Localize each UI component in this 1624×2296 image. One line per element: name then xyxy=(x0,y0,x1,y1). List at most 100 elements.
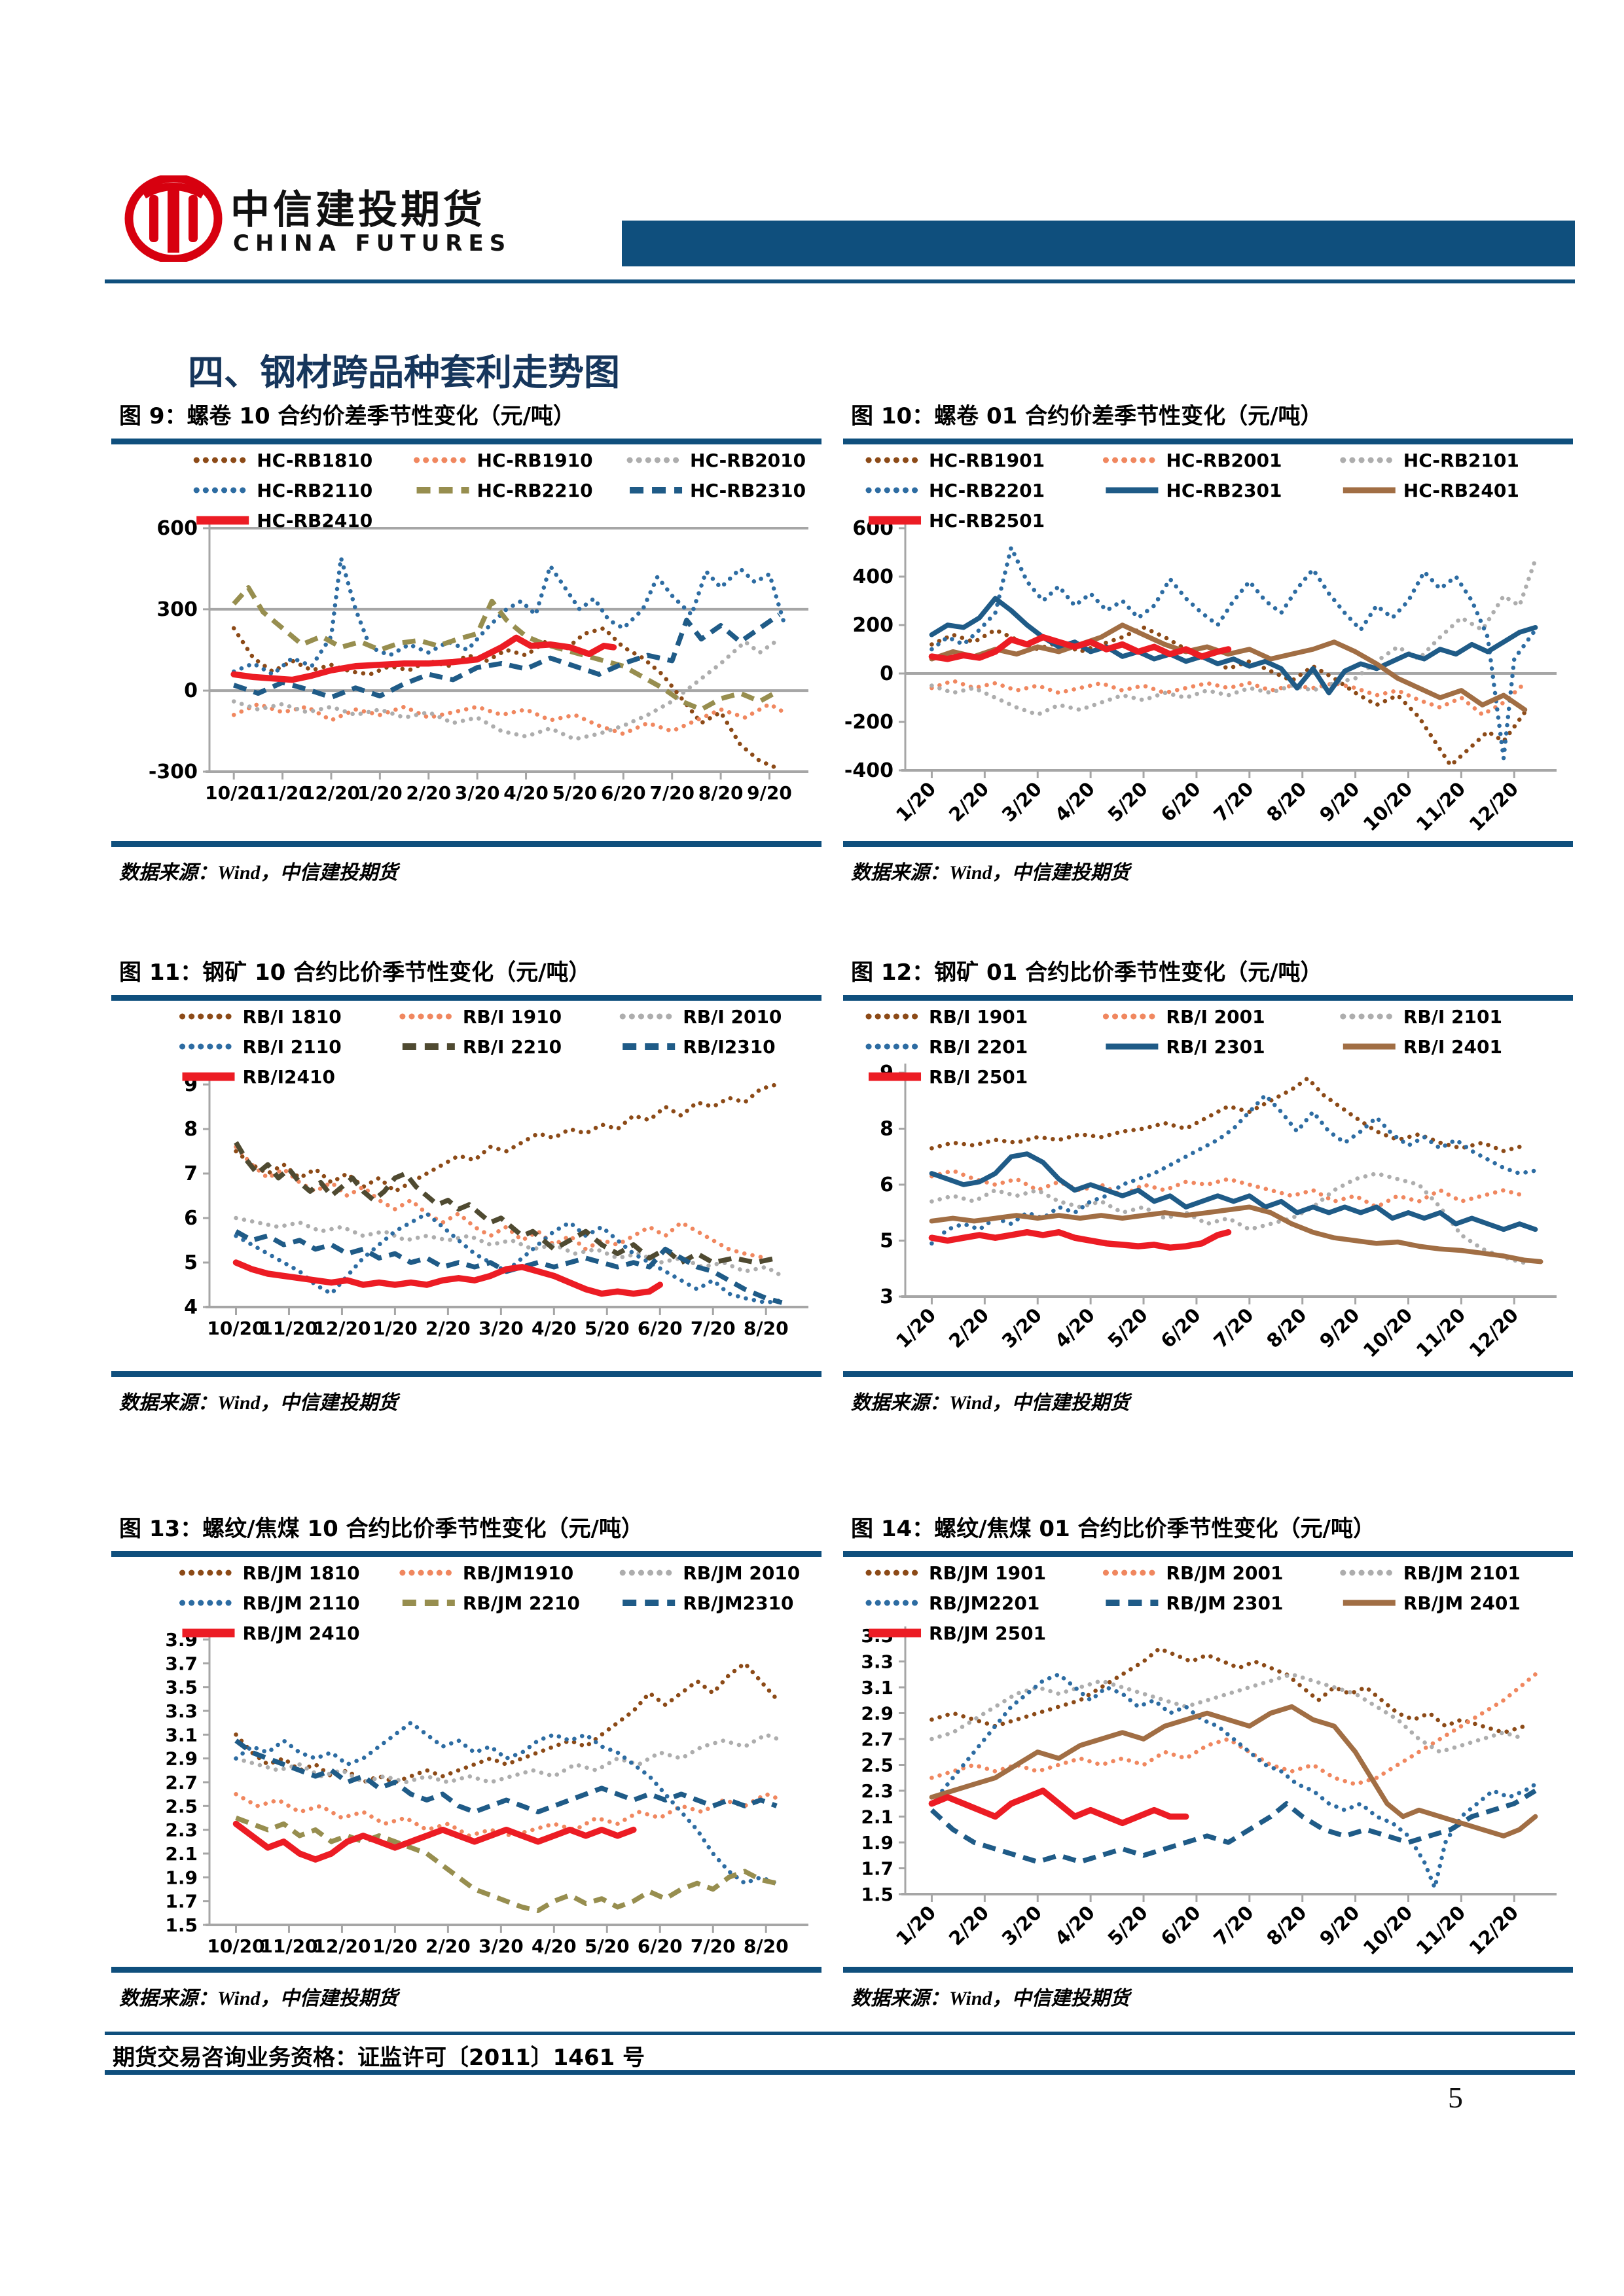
title-rule xyxy=(111,439,821,444)
figure-14-plot: 3.53.33.12.92.72.52.32.11.91.71.51/202/2… xyxy=(843,1557,1573,1962)
svg-text:1/20: 1/20 xyxy=(892,1901,940,1950)
source-rule xyxy=(843,1371,1573,1377)
svg-text:10/20: 10/20 xyxy=(1359,1304,1417,1362)
svg-text:2.1: 2.1 xyxy=(165,1843,198,1865)
svg-text:3: 3 xyxy=(880,1285,893,1308)
figure-11-plot: 9 8 7 6 5 4 10/20 11/20 12/20 1/20 2/20 3/20 4/20 5/2… xyxy=(111,1001,821,1344)
svg-text:RB/I 2210: RB/I 2210 xyxy=(463,1036,562,1058)
figure-10-block: 图 10：螺卷 01 合约价差季节性变化（元/吨） 600 400 200 0 -200… xyxy=(843,401,1573,885)
logo-company-name: 中信建投期货 xyxy=(230,187,486,233)
figure-source: 数据来源：Wind，中信建投期货 xyxy=(119,862,398,884)
svg-text:200: 200 xyxy=(852,614,893,637)
svg-text:RB/I 2101: RB/I 2101 xyxy=(1403,1006,1502,1028)
svg-text:HC-RB2201: HC-RB2201 xyxy=(929,480,1045,501)
svg-text:5/20: 5/20 xyxy=(1104,1901,1152,1950)
series-RB/JM 2210 xyxy=(235,1815,778,1913)
svg-text:1/20: 1/20 xyxy=(892,1304,940,1352)
svg-text:11/20: 11/20 xyxy=(260,1318,317,1339)
svg-text:3.5: 3.5 xyxy=(165,1677,198,1698)
figure-12-block: 图 12：钢矿 01 合约比价季节性变化（元/吨） 986531/202/203… xyxy=(843,957,1573,1415)
figure-source: 数据来源：Wind，中信建投期货 xyxy=(851,862,1130,884)
y-axis: 3.93.73.53.33.12.92.72.52.32.11.91.71.5 xyxy=(165,1629,209,1936)
series-HC-RB2210 xyxy=(232,585,781,712)
svg-text:8/20: 8/20 xyxy=(1262,1304,1310,1352)
svg-text:8/20: 8/20 xyxy=(698,782,744,804)
footer-divider-bottom xyxy=(105,2070,1575,2075)
svg-text:11/20: 11/20 xyxy=(254,782,312,804)
series-RB/JM 2001 xyxy=(929,1672,1538,1787)
svg-text:600: 600 xyxy=(156,517,198,540)
svg-text:3/20: 3/20 xyxy=(998,1304,1046,1352)
series-RB/I 2401 xyxy=(929,1204,1543,1265)
svg-text:HC-RB1901: HC-RB1901 xyxy=(929,450,1045,471)
svg-text:3/20: 3/20 xyxy=(998,1901,1046,1950)
series-RB/JM1910 xyxy=(234,1791,784,1839)
svg-text:HC-RB2010: HC-RB2010 xyxy=(690,450,806,471)
svg-text:5/20: 5/20 xyxy=(1104,1304,1152,1352)
svg-text:RB/JM 2110: RB/JM 2110 xyxy=(243,1592,360,1614)
svg-text:1/20: 1/20 xyxy=(372,1318,418,1339)
svg-text:3/20: 3/20 xyxy=(478,1935,524,1957)
title-rule xyxy=(843,439,1573,444)
series-RB/I 1910 xyxy=(234,1144,768,1261)
x-axis: 1/20 2/20 3/20 4/20 5/20 6/20 7/20 8/20 9/2010/2… xyxy=(892,1297,1523,1362)
svg-text:RB/JM1910: RB/JM1910 xyxy=(463,1562,573,1584)
figure-title: 图 10：螺卷 01 合约价差季节性变化（元/吨） xyxy=(851,403,1323,429)
header-divider xyxy=(105,279,1575,283)
svg-text:9/20: 9/20 xyxy=(1315,1304,1363,1352)
svg-text:6/20: 6/20 xyxy=(601,782,646,804)
svg-text:RB/I 2201: RB/I 2201 xyxy=(929,1036,1028,1058)
figure-title: 图 11：钢矿 10 合约比价季节性变化（元/吨） xyxy=(119,960,591,986)
series-HC-RB2201 xyxy=(929,545,1538,761)
svg-text:12/20: 12/20 xyxy=(313,1935,370,1957)
chart-canvas: 3.93.73.53.33.12.92.72.52.32.11.91.71.51… xyxy=(165,1562,808,1957)
axes xyxy=(901,1064,1557,1298)
svg-text:8/20: 8/20 xyxy=(744,1935,789,1957)
svg-text:HC-RB2001: HC-RB2001 xyxy=(1166,450,1282,471)
legend: HC-RB1901 HC-RB2001 HC-RB2101 HC-RB2201 HC-R… xyxy=(865,450,1519,531)
source-rule xyxy=(843,1967,1573,1973)
svg-text:RB/JM 2210: RB/JM 2210 xyxy=(463,1592,580,1614)
svg-text:1.7: 1.7 xyxy=(861,1858,893,1880)
figure-11-block: 图 11：钢矿 10 合约比价季节性变化（元/吨） 9 8 7 6 5 4 10/20 11/… xyxy=(111,957,821,1415)
series-RB/JM 2010 xyxy=(234,1732,784,1785)
svg-text:1/20: 1/20 xyxy=(892,778,940,826)
svg-text:2.5: 2.5 xyxy=(861,1755,893,1776)
source-rule xyxy=(843,841,1573,847)
svg-text:RB/JM 1901: RB/JM 1901 xyxy=(929,1562,1046,1584)
svg-text:3.3: 3.3 xyxy=(861,1651,893,1673)
svg-text:HC-RB1910: HC-RB1910 xyxy=(477,450,593,471)
series-RB/I 2010 xyxy=(234,1215,784,1278)
footer-divider-top xyxy=(105,2032,1575,2035)
svg-text:2.3: 2.3 xyxy=(165,1820,198,1841)
series-RB/JM 2410 xyxy=(232,1820,637,1863)
svg-text:3/20: 3/20 xyxy=(478,1318,524,1339)
figure-9-block: 图 9：螺卷 10 合约价差季节性变化（元/吨） 600 300 0 -300 10/2… xyxy=(111,401,821,885)
title-rule xyxy=(111,1551,821,1557)
svg-text:11/20: 11/20 xyxy=(1412,1901,1470,1960)
svg-text:HC-RB2501: HC-RB2501 xyxy=(929,510,1045,531)
legend: RB/JM 1810 RB/JM1910 RB/JM 2010 RB/JM 2110 R… xyxy=(179,1562,800,1644)
svg-text:HC-RB2410: HC-RB2410 xyxy=(257,510,372,531)
svg-text:12/20: 12/20 xyxy=(1465,1901,1523,1960)
figure-source: 数据来源：Wind，中信建投期货 xyxy=(851,1988,1130,2009)
svg-text:HC-RB2301: HC-RB2301 xyxy=(1166,480,1282,501)
svg-text:RB/JM2310: RB/JM2310 xyxy=(683,1592,793,1614)
svg-text:3/20: 3/20 xyxy=(998,778,1046,826)
svg-text:RB/JM 2410: RB/JM 2410 xyxy=(243,1623,360,1644)
svg-text:8/20: 8/20 xyxy=(1262,1901,1310,1950)
axes xyxy=(206,1075,808,1308)
svg-text:7: 7 xyxy=(184,1162,198,1185)
figure-source: 数据来源：Wind，中信建投期货 xyxy=(119,1392,398,1414)
series-RB/JM 2110 xyxy=(234,1720,779,1886)
svg-text:3.7: 3.7 xyxy=(165,1653,198,1674)
figure-title: 图 9：螺卷 10 合约价差季节性变化（元/吨） xyxy=(119,403,575,429)
series-RB/I 1901 xyxy=(929,1076,1527,1153)
svg-text:1.7: 1.7 xyxy=(165,1891,198,1912)
svg-text:4/20: 4/20 xyxy=(1051,778,1099,826)
axes xyxy=(901,1626,1557,1895)
source-rule xyxy=(111,841,821,847)
